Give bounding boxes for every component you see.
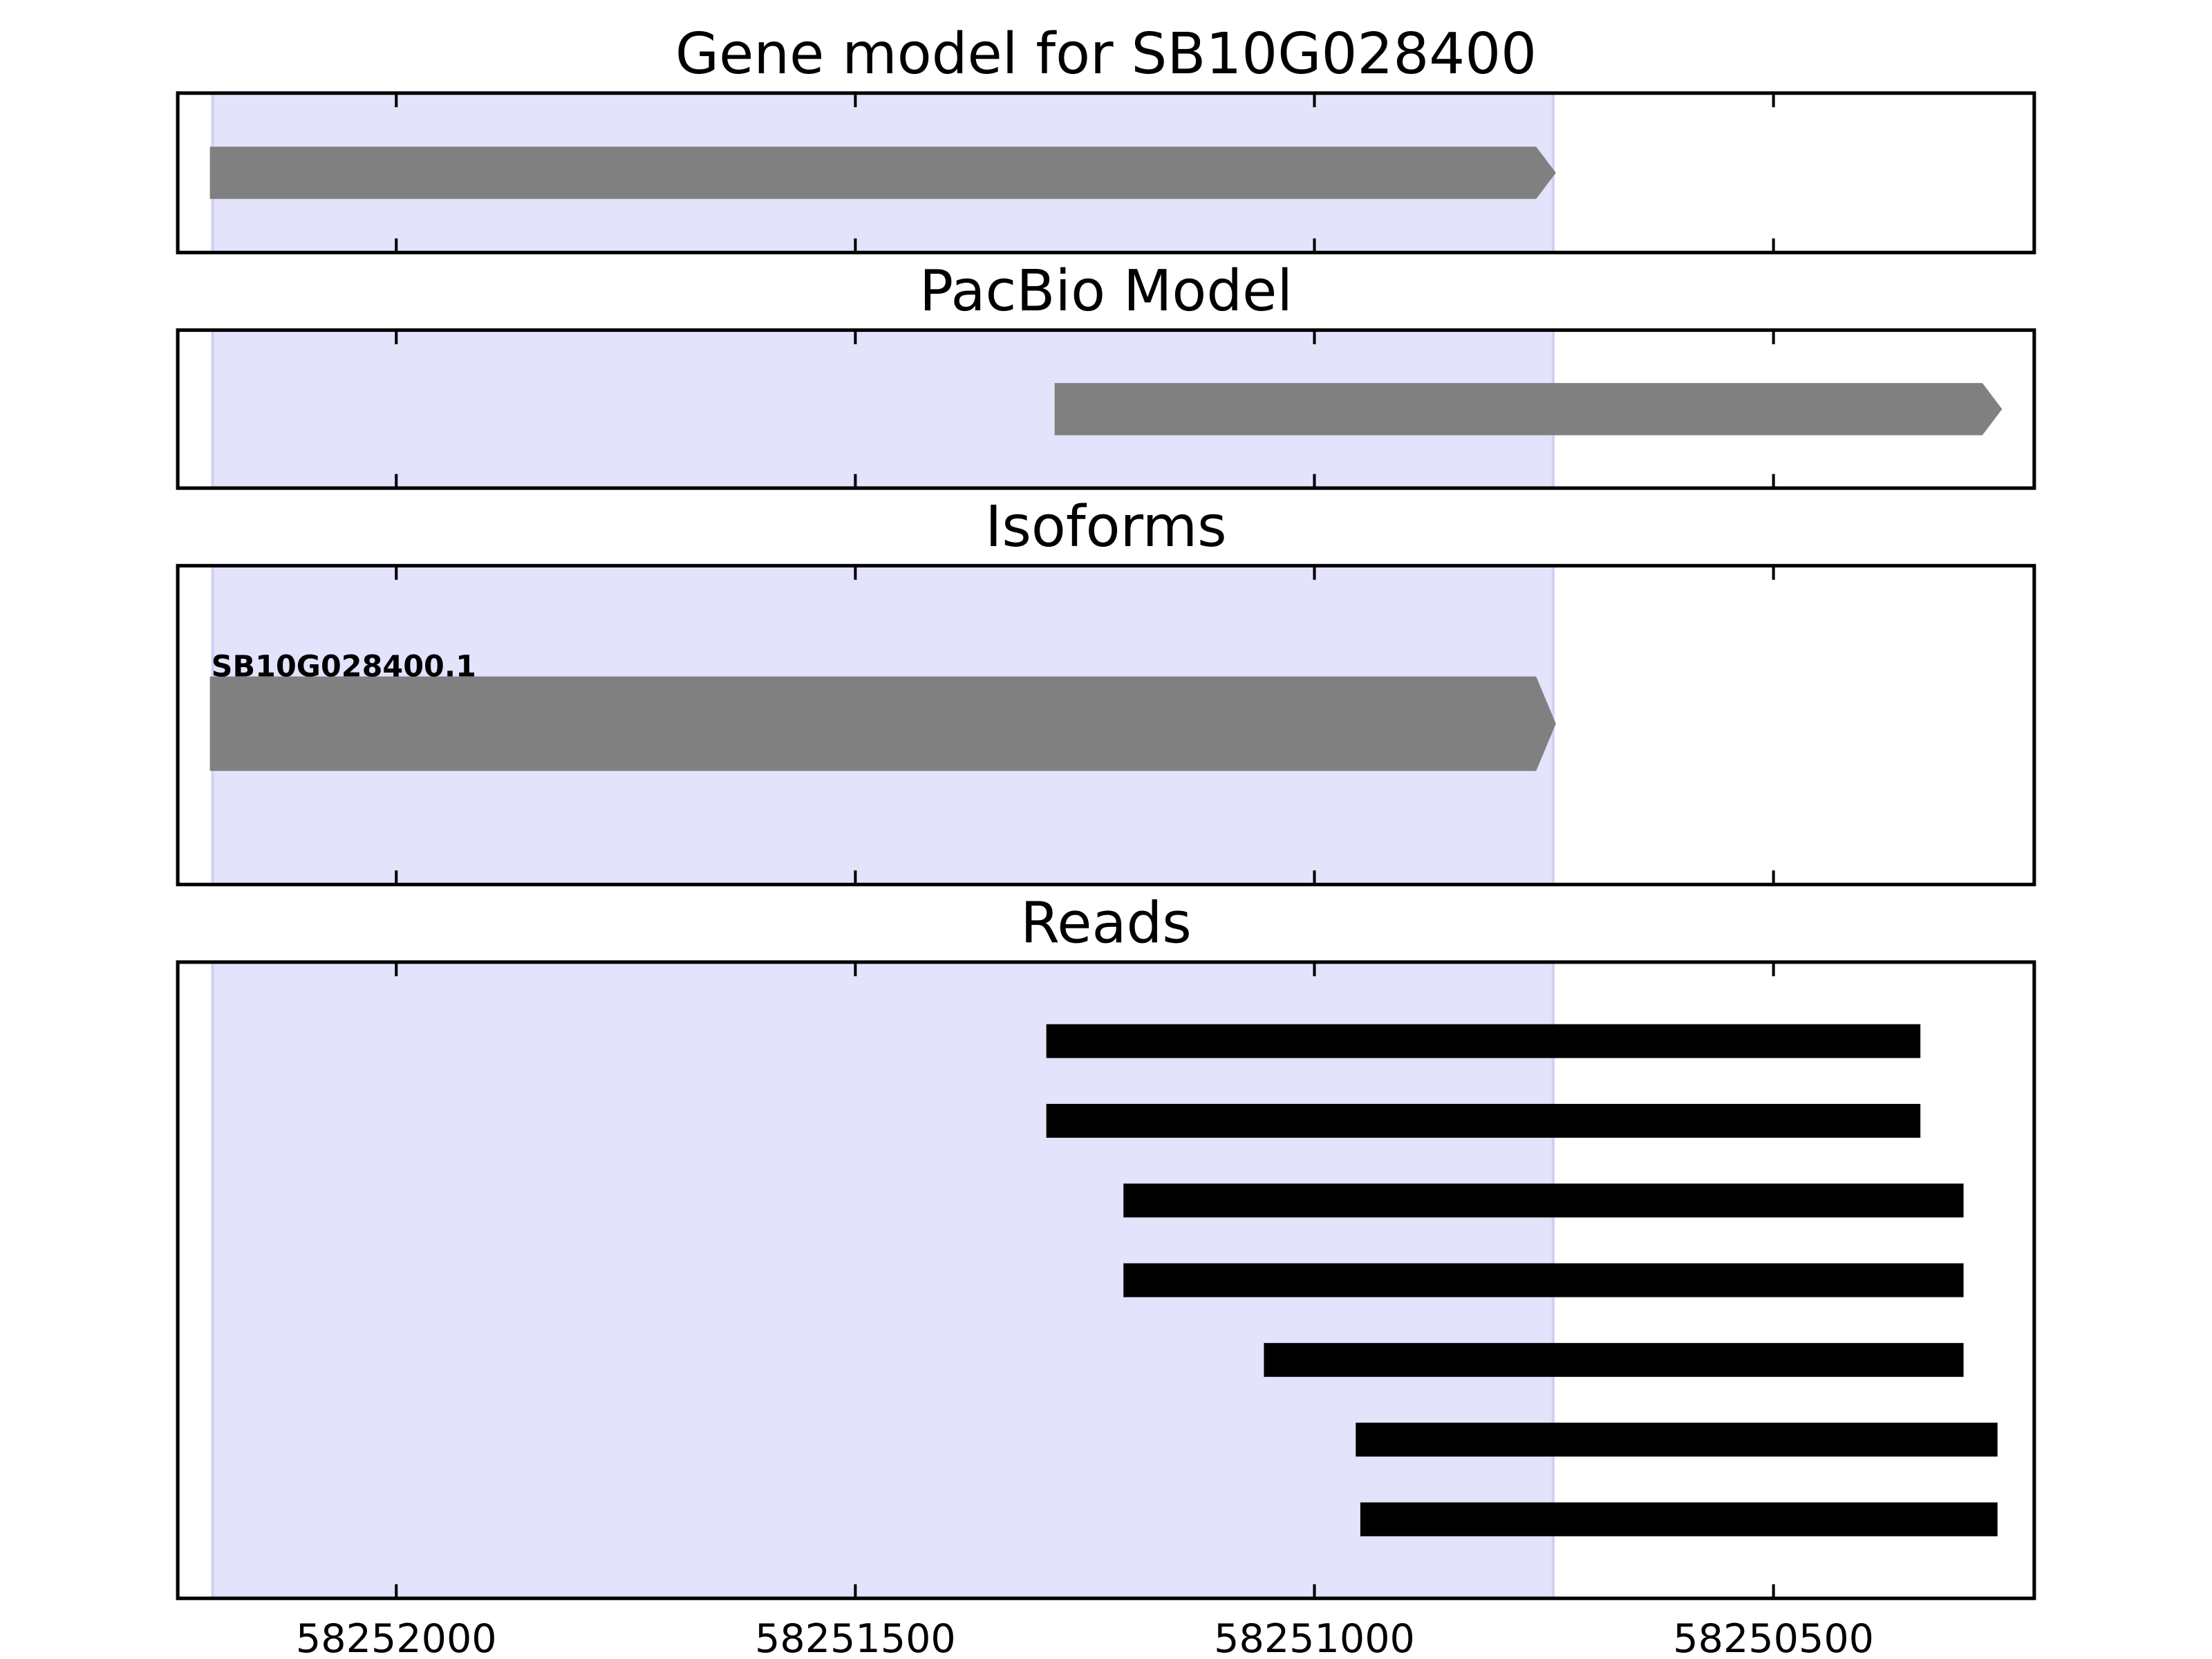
panel-title: Gene model for SB10G028400 [675,21,1537,87]
x-tick-label: 58251500 [755,1616,956,1659]
feature [1054,383,2003,435]
panel-title: Reads [1020,890,1192,956]
panel-frame [176,960,2036,1600]
x-tick-label: 58250500 [1673,1616,1874,1659]
read [1360,1502,1998,1537]
read [1046,1103,1921,1138]
feature [209,147,1556,199]
read [1123,1263,1964,1297]
panel-frame [176,563,2036,887]
read [1046,1024,1921,1058]
panel-frame [176,328,2036,490]
panel-title: PacBio Model [919,259,1293,324]
read [1356,1423,1998,1457]
panel-frame [176,91,2036,254]
read [1264,1342,1964,1377]
x-tick-label: 58251000 [1214,1616,1415,1659]
panel-title: Isoforms [985,494,1226,560]
x-tick-label: 58252000 [296,1616,497,1659]
feature [209,676,1556,771]
read [1123,1183,1964,1218]
feature-label: SB10G028400.1 [212,650,476,684]
